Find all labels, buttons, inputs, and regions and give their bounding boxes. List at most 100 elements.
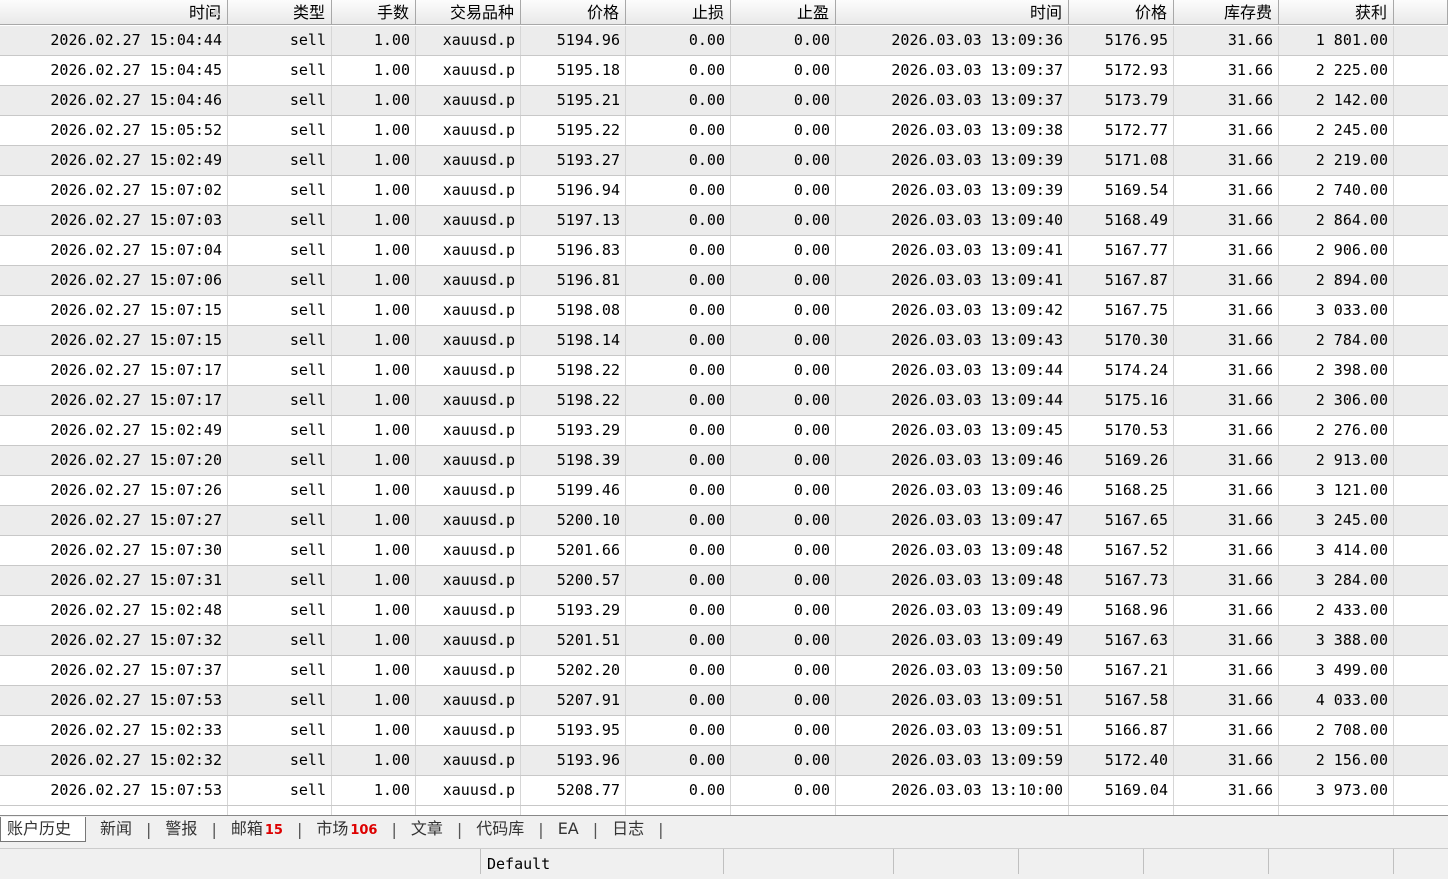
column-header[interactable]: 手数 <box>332 0 416 25</box>
table-cell: 1.00 <box>332 476 416 505</box>
table-cell: 5167.73 <box>1069 566 1174 595</box>
table-row[interactable]: 2026.02.27 15:07:32 sell 1.00 xauusd.p 5201.… <box>0 626 1448 656</box>
table-cell: 31.66 <box>1174 86 1279 115</box>
tab-separator: | <box>592 819 599 839</box>
table-row[interactable]: 2026.02.27 15:07:17 sell 1.00 xauusd.p 5198.… <box>0 356 1448 386</box>
table-row[interactable]: 2026.02.27 15:07:27 sell 1.00 xauusd.p 5200.… <box>0 506 1448 536</box>
table-cell: 2026.02.27 15:04:46 <box>0 86 228 115</box>
table-cell <box>0 806 626 815</box>
column-header[interactable]: 时间 <box>836 0 1069 25</box>
table-row[interactable]: 2026.02.27 15:07:17 sell 1.00 xauusd.p 5198.… <box>0 386 1448 416</box>
table-row[interactable]: 2026.02.27 15:02:48 sell 1.00 xauusd.p 5193.… <box>0 596 1448 626</box>
table-cell: 5200.57 <box>521 566 626 595</box>
table-cell: 2 245.00 <box>1279 116 1394 145</box>
table-cell: sell <box>228 176 332 205</box>
table-cell: 5195.22 <box>521 116 626 145</box>
tab[interactable]: 文章 <box>397 817 457 841</box>
table-cell: 2026.03.03 13:09:37 <box>836 56 1069 85</box>
table-cell: 1.00 <box>332 236 416 265</box>
table-row[interactable]: 2026.02.27 15:04:45 sell 1.00 xauusd.p 5195.… <box>0 56 1448 86</box>
table-cell: 0.00 <box>731 686 836 715</box>
table-cell: 2026.03.03 13:09:44 <box>836 356 1069 385</box>
table-cell <box>0 806 1069 815</box>
tab[interactable]: 账户历史 <box>0 816 87 842</box>
tab[interactable]: 邮箱 15 <box>217 817 297 841</box>
table-cell: 0.00 <box>626 746 731 775</box>
tab[interactable]: EA <box>544 817 593 841</box>
tab[interactable]: 警报 <box>151 817 211 841</box>
table-cell: 0.00 <box>731 206 836 235</box>
table-row[interactable]: 2026.02.27 15:02:33 sell 1.00 xauusd.p 5193.… <box>0 716 1448 746</box>
table-cell: 2026.02.27 15:07:37 <box>0 656 228 685</box>
table-cell: sell <box>228 416 332 445</box>
status-cell <box>723 849 900 874</box>
table-cell: 2026.02.27 15:07:02 <box>0 176 228 205</box>
table-cell: 1.00 <box>332 746 416 775</box>
column-header[interactable]: 价格 <box>521 0 626 25</box>
table-cell: 5194.96 <box>521 26 626 55</box>
table-cell <box>0 806 836 815</box>
tab[interactable]: 新闻 <box>86 817 146 841</box>
table-row[interactable]: 2026.02.27 15:07:03 sell 1.00 xauusd.p 5197.… <box>0 206 1448 236</box>
table-cell: 0.00 <box>626 56 731 85</box>
table-row[interactable]: 2026.02.27 15:07:06 sell 1.00 xauusd.p 5196.… <box>0 266 1448 296</box>
table-cell: sell <box>228 716 332 745</box>
table-cell: 0.00 <box>626 536 731 565</box>
table-row[interactable]: 2026.02.27 15:07:04 sell 1.00 xauusd.p 5196.… <box>0 236 1448 266</box>
table-cell: 2 708.00 <box>1279 716 1394 745</box>
table-cell: sell <box>228 446 332 475</box>
table-row[interactable]: 2026.02.27 15:04:44 sell 1.00 xauusd.p 5194.… <box>0 26 1448 56</box>
tab[interactable]: 日志 <box>598 817 658 841</box>
column-header[interactable]: 时间 <box>0 0 228 25</box>
table-row[interactable]: 2026.02.27 15:07:31 sell 1.00 xauusd.p 5200.… <box>0 566 1448 596</box>
table-cell: 0.00 <box>731 776 836 805</box>
table-cell: xauusd.p <box>416 326 521 355</box>
table-cell: 0.00 <box>731 446 836 475</box>
table-row[interactable]: 2026.02.27 15:02:32 sell 1.00 xauusd.p 5193.… <box>0 746 1448 776</box>
column-header[interactable]: 止盈 <box>731 0 836 25</box>
table-row[interactable]: 2026.02.27 15:07:53 sell 1.00 xauusd.p 5207.… <box>0 686 1448 716</box>
table-cell: 3 388.00 <box>1279 626 1394 655</box>
table-cell: 5199.46 <box>521 476 626 505</box>
table-cell: 5170.30 <box>1069 326 1174 355</box>
table-cell: 5208.77 <box>521 776 626 805</box>
column-header[interactable]: 交易品种 <box>416 0 521 25</box>
column-header[interactable]: 库存费 <box>1174 0 1279 25</box>
status-bar: Default <box>0 848 1448 874</box>
table-row[interactable]: 2026.02.27 15:07:30 sell 1.00 xauusd.p 5201.… <box>0 536 1448 566</box>
table-cell: 3 284.00 <box>1279 566 1394 595</box>
column-header[interactable]: 止损 <box>626 0 731 25</box>
table-cell: 2026.02.27 15:07:30 <box>0 536 228 565</box>
table-cell: 31.66 <box>1174 716 1279 745</box>
table-row[interactable]: 2026.02.27 15:02:49 sell 1.00 xauusd.p 5193.… <box>0 416 1448 446</box>
table-row[interactable]: 2026.02.27 15:07:37 sell 1.00 xauusd.p 5202.… <box>0 656 1448 686</box>
table-row[interactable]: 2026.02.27 15:05:52 sell 1.00 xauusd.p 5195.… <box>0 116 1448 146</box>
table-row[interactable]: 2026.02.27 15:02:49 sell 1.00 xauusd.p 5193.… <box>0 146 1448 176</box>
table-cell: 0.00 <box>626 116 731 145</box>
table-cell: sell <box>228 626 332 655</box>
table-cell: 2026.03.03 13:09:45 <box>836 416 1069 445</box>
history-table: 时间 类型 手数 交易品种 价格 止损 止盈 时间 价格 库存费 获利 2026.02.27 15:0… <box>0 0 1448 815</box>
table-cell: sell <box>228 566 332 595</box>
tab-separator: | <box>146 819 152 839</box>
table-cell: 1.00 <box>332 296 416 325</box>
table-row[interactable]: 2026.02.27 15:07:15 sell 1.00 xauusd.p 5198.… <box>0 326 1448 356</box>
tab[interactable]: 市场 106 <box>302 817 391 841</box>
table-cell: 2 894.00 <box>1279 266 1394 295</box>
table-row[interactable]: 2026.02.27 15:07:53 sell 1.00 xauusd.p 5208.… <box>0 776 1448 806</box>
tab[interactable]: 代码库 <box>462 817 538 841</box>
table-cell: 0.00 <box>731 566 836 595</box>
table-cell: 2026.03.03 13:09:41 <box>836 236 1069 265</box>
column-header[interactable]: 获利 <box>1279 0 1394 25</box>
table-row[interactable]: 2026.02.27 15:07:26 sell 1.00 xauusd.p 5199.… <box>0 476 1448 506</box>
table-row[interactable]: 2026.02.27 15:07:15 sell 1.00 xauusd.p 5198.… <box>0 296 1448 326</box>
table-cell: 31.66 <box>1174 536 1279 565</box>
table-row[interactable]: 2026.02.27 15:04:46 sell 1.00 xauusd.p 5195.… <box>0 86 1448 116</box>
column-header[interactable]: 价格 <box>1069 0 1174 25</box>
column-header[interactable]: 类型 <box>228 0 332 25</box>
table-cell: 2026.02.27 15:04:44 <box>0 26 228 55</box>
table-row[interactable]: 2026.02.27 15:07:02 sell 1.00 xauusd.p 5196.… <box>0 176 1448 206</box>
table-cell: 2026.02.27 15:04:45 <box>0 56 228 85</box>
table-row[interactable]: 2026.02.27 15:07:20 sell 1.00 xauusd.p 5198.… <box>0 446 1448 476</box>
